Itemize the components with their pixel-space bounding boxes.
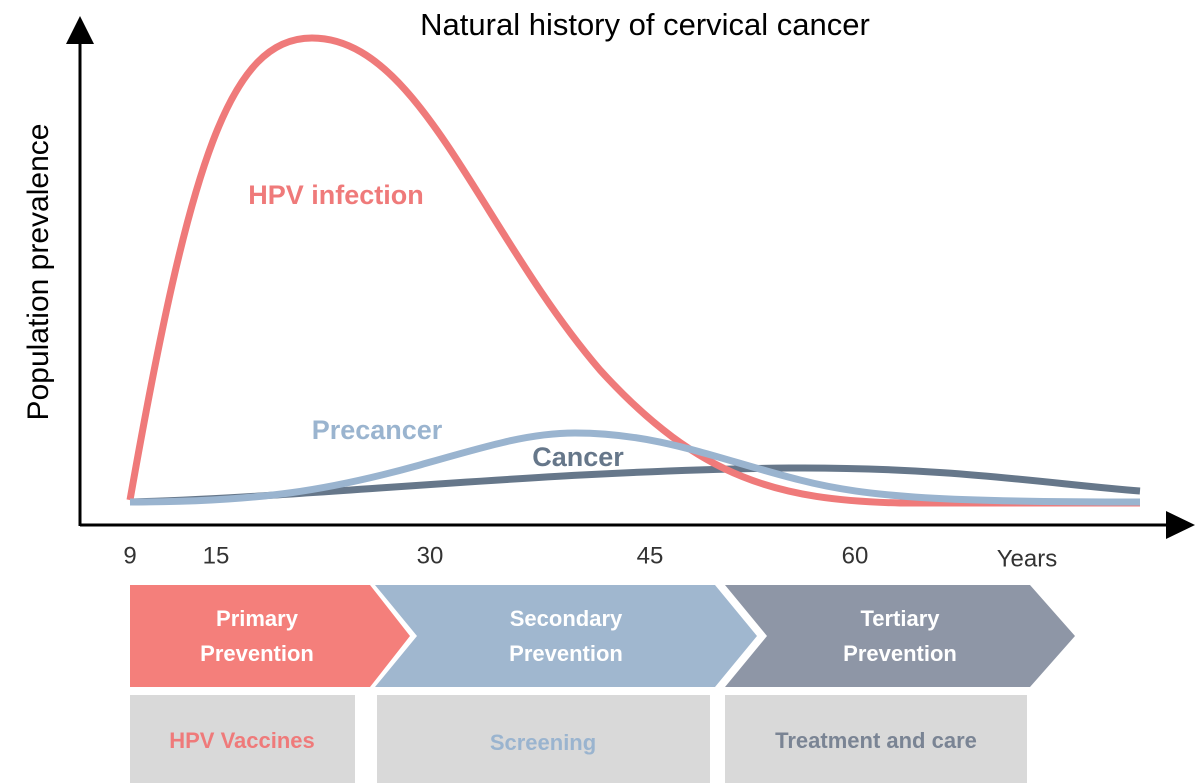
- stage-label: Prevention: [843, 641, 957, 666]
- stage-label: Secondary: [510, 606, 623, 631]
- stage-label: Tertiary: [860, 606, 940, 631]
- x-tick-label: 30: [417, 542, 444, 569]
- action-label: Screening: [490, 730, 596, 755]
- action-label: Treatment and care: [775, 728, 977, 753]
- x-tick-label: 45: [637, 542, 664, 569]
- x-tick-label: 60: [842, 542, 869, 569]
- curve-label: Precancer: [312, 415, 443, 445]
- stage-label: Prevention: [200, 641, 314, 666]
- x-axis-arrow: [1166, 511, 1195, 539]
- y-axis-arrow: [66, 16, 94, 44]
- y-axis-label: Population prevalence: [22, 124, 55, 421]
- stage-label: Primary: [216, 606, 299, 631]
- action-box: [130, 695, 355, 783]
- action-box: [725, 695, 1027, 783]
- stage-chevron: [375, 585, 757, 687]
- stage-chevron: [130, 585, 410, 687]
- curve-label: HPV infection: [248, 180, 424, 210]
- x-tick-label: 9: [123, 542, 136, 569]
- stage-label: Prevention: [509, 641, 623, 666]
- hpv-curve: [126, 34, 1140, 507]
- action-label: HPV Vaccines: [169, 728, 315, 753]
- x-tick-label: 15: [203, 542, 230, 569]
- curve-label: Cancer: [532, 442, 624, 472]
- action-box: [377, 695, 710, 783]
- stage-chevron: [725, 585, 1075, 687]
- x-axis-label: Years: [997, 545, 1058, 572]
- title: Natural history of cervical cancer: [420, 7, 870, 42]
- precancer-curve: [129, 429, 1141, 506]
